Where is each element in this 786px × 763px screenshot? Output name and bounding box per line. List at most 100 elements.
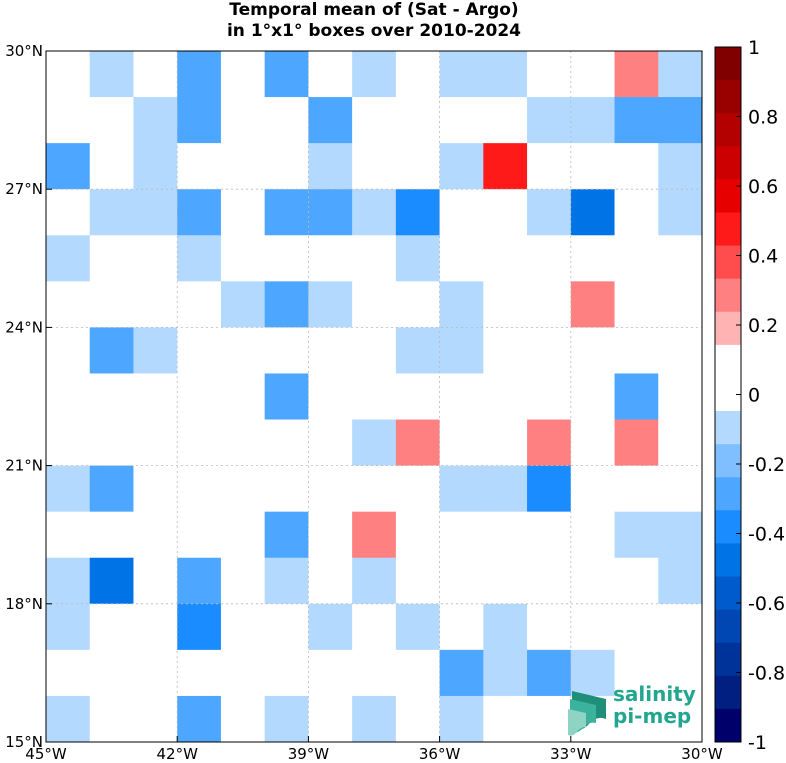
colorbar-band	[715, 179, 741, 213]
heatmap-cell	[352, 511, 397, 559]
heatmap-cell	[220, 373, 266, 421]
colorbar-tick-label: -0.8	[748, 663, 785, 685]
heatmap-cell	[614, 51, 659, 98]
heatmap-cell	[220, 419, 266, 467]
heatmap-cell	[46, 419, 91, 467]
heatmap-cell	[89, 419, 134, 467]
heatmap-cell	[658, 373, 703, 421]
heatmap-cell	[395, 189, 441, 236]
colorbar-tick-label: 0.4	[748, 246, 778, 268]
chart-title-line2: in 1°x1° boxes over 2010-2024	[226, 21, 522, 41]
heatmap-cell	[177, 695, 222, 743]
heatmap-cell	[46, 649, 91, 697]
heatmap-cell	[177, 327, 222, 374]
heatmap-cell	[264, 603, 309, 651]
heatmap-cell	[570, 557, 616, 605]
heatmap-cell	[570, 603, 616, 651]
heatmap-cell	[133, 603, 178, 651]
heatmap-cell	[483, 649, 528, 697]
heatmap-cell	[308, 235, 353, 282]
heatmap-cell	[133, 281, 178, 328]
heatmap-cell	[89, 695, 134, 743]
heatmap-cell	[220, 235, 266, 282]
colorbar-band	[715, 477, 741, 511]
heatmap-cell	[658, 51, 703, 98]
heatmap-cell	[46, 189, 91, 236]
heatmap-cell	[89, 143, 134, 190]
colorbar-band	[715, 642, 741, 677]
heatmap-cell	[658, 235, 703, 282]
heatmap-cell	[527, 327, 572, 374]
heatmap-cell	[308, 419, 353, 467]
heatmap-cell	[439, 51, 484, 98]
heatmap-cells	[46, 51, 703, 743]
heatmap-cell	[614, 649, 659, 697]
heatmap-cell	[46, 235, 91, 282]
chart-title-line1: Temporal mean of (Sat - Argo)	[229, 0, 519, 20]
heatmap-cell	[483, 557, 528, 605]
heatmap-cell	[570, 465, 616, 513]
heatmap-cell	[133, 189, 178, 236]
heatmap-cell	[89, 281, 134, 328]
heatmap-cell	[658, 327, 703, 374]
heatmap-cell	[133, 327, 178, 374]
heatmap-cell	[570, 51, 616, 98]
heatmap-cell	[177, 281, 222, 328]
y-tick-label: 27°N	[5, 180, 43, 198]
heatmap-cell	[89, 189, 134, 236]
heatmap-cell	[614, 465, 659, 513]
heatmap-cell	[177, 373, 222, 421]
colorbar-tick-label: 0.6	[748, 176, 778, 198]
heatmap-cell	[658, 465, 703, 513]
heatmap-cell	[658, 511, 703, 559]
heatmap-cell	[46, 603, 91, 651]
heatmap-cell	[89, 649, 134, 697]
heatmap-cell	[395, 143, 441, 190]
colorbar-band	[715, 576, 741, 611]
heatmap-cell	[439, 557, 484, 605]
heatmap-cell	[264, 51, 309, 98]
heatmap-cell	[133, 465, 178, 513]
heatmap-cell	[439, 695, 484, 743]
heatmap-cell	[395, 97, 441, 144]
heatmap-cell	[483, 419, 528, 467]
plot-frame	[45, 50, 703, 743]
heatmap-cell	[177, 649, 222, 697]
colorbar-band	[715, 47, 741, 81]
colorbar-band	[715, 113, 741, 147]
heatmap-cell	[89, 235, 134, 282]
heatmap-cell	[264, 649, 309, 697]
heatmap-cell	[177, 189, 222, 236]
heatmap-cell	[483, 373, 528, 421]
heatmap-cell	[308, 373, 353, 421]
heatmap-cell	[177, 143, 222, 190]
heatmap-cell	[308, 97, 353, 144]
heatmap-cell	[527, 603, 572, 651]
heatmap-cell	[614, 373, 659, 421]
heatmap-cell	[46, 327, 91, 374]
heatmap-cell	[352, 603, 397, 651]
colorbar-band	[715, 411, 741, 445]
colorbar-band	[715, 212, 741, 246]
x-tick-label: 42°W	[156, 745, 198, 763]
heatmap-cell	[308, 511, 353, 559]
heatmap-cell	[395, 603, 441, 651]
heatmap-cell	[658, 189, 703, 236]
heatmap-cell	[46, 281, 91, 328]
heatmap-cell	[89, 465, 134, 513]
heatmap-cell	[527, 235, 572, 282]
heatmap-cell	[439, 143, 484, 190]
colorbar-band	[715, 675, 741, 710]
heatmap-cell	[220, 97, 266, 144]
heatmap-cell	[527, 373, 572, 421]
heatmap-cell	[46, 557, 91, 605]
colorbar-band	[715, 543, 741, 577]
heatmap-cell	[527, 189, 572, 236]
colorbar-band	[715, 708, 741, 743]
heatmap-cell	[89, 373, 134, 421]
heatmap-cell	[483, 143, 528, 190]
y-tick-label: 30°N	[5, 42, 43, 60]
x-tick-label: 36°W	[419, 745, 461, 763]
heatmap-cell	[439, 327, 484, 374]
